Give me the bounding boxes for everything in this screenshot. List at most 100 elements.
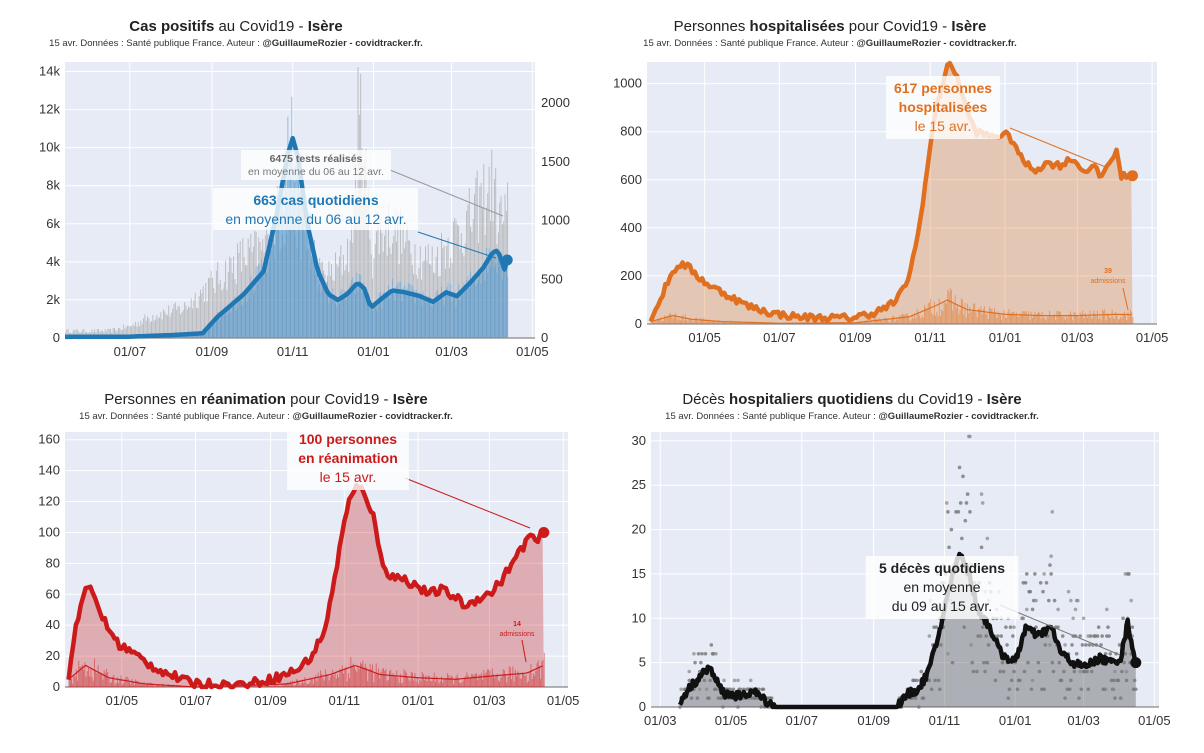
x-tick-label: 01/05 [1138,713,1171,728]
subtitle-author: @GuillaumeRozier - covidtracker.fr. [293,411,453,422]
daily-death-point [1025,572,1029,576]
daily-death-point [693,661,697,665]
daily-death-point [983,670,987,674]
admission-bar [427,681,428,687]
admission-bar [453,685,454,687]
admission-bar [315,675,316,687]
chart-title-part: Cas positifs [129,18,214,35]
admission-bar [966,318,967,324]
x-tick-label: 01/09 [857,713,890,728]
admission-bar [1068,318,1069,324]
admission-bar [348,673,349,687]
daily-death-point [938,687,942,691]
daily-death-point [1113,696,1117,700]
admission-bar [665,318,666,324]
x-tick-label: 01/01 [357,344,390,359]
admission-bar [272,686,273,687]
admission-bar [716,322,717,324]
admission-bar [1001,320,1002,324]
x-tick-label: 01/05 [516,344,549,359]
admission-bar [353,664,354,687]
x-tick-label: 01/07 [786,713,819,728]
admission-bar [935,316,936,324]
admission-bar [696,318,697,324]
admission-bar [307,684,308,687]
admission-bar [869,322,870,324]
admission-bar [389,671,390,687]
admission-bar [985,314,986,324]
admission-bar [125,677,126,687]
daily-death-point [678,705,682,709]
admission-bar [388,680,389,687]
admission-bar [911,320,912,324]
admission-bar [447,673,448,687]
admission-bar [684,320,685,324]
admission-bar [442,683,443,687]
daily-death-point [1100,634,1104,638]
admission-bar [723,322,724,324]
admission-bar [942,311,943,324]
x-tick-label: 01/03 [435,344,468,359]
admission-bar [382,669,383,687]
daily-death-point [1042,687,1046,691]
admission-bar [289,684,290,687]
admission-bar [489,671,490,687]
daily-death-point [1088,643,1092,647]
admission-bar [711,321,712,324]
admission-bar [686,320,687,324]
x-tick-label: 01/07 [763,330,796,345]
daily-death-point [1070,643,1074,647]
admission-bar [893,316,894,324]
daily-death-point [1069,599,1073,603]
admission-bar [691,320,692,324]
daily-death-point [947,546,951,550]
admission-bar [870,322,871,324]
admission-bar [405,671,406,687]
admission-bar [336,679,337,687]
daily-death-point [1001,661,1005,665]
admission-bar [890,322,891,324]
admission-bar [113,675,114,687]
admission-bar [428,676,429,687]
admission-bar [982,314,983,324]
admission-bar [122,684,123,687]
daily-death-point [1086,687,1090,691]
admission-bar [483,670,484,687]
admission-bar [907,313,908,324]
admission-bar [437,680,438,687]
admission-bar [384,671,385,687]
admission-bar [410,681,411,687]
admission-bar [292,680,293,687]
admission-bar [101,673,102,687]
y-tick-label: 2k [46,292,60,307]
daily-death-point [980,546,984,550]
admission-bar [1103,311,1104,324]
admission-bar [543,660,544,687]
admission-bar [673,318,674,324]
admission-bar [984,306,985,324]
daily-death-point [1106,625,1110,629]
admission-bar [1064,318,1065,324]
x-tick-label: 01/11 [329,693,361,708]
daily-death-point [958,466,962,470]
admission-bar [663,321,664,324]
admission-bar [977,317,978,324]
admission-bar [1050,315,1051,324]
daily-death-point [1010,679,1014,683]
admission-bar [924,305,925,324]
admission-bar [375,673,376,687]
daily-death-point [922,696,926,700]
daily-death-point [1133,679,1137,683]
admission-bar [955,295,956,324]
admission-bar [1048,317,1049,324]
daily-death-point [951,661,955,665]
admission-bar [463,680,464,687]
admission-bar [454,679,455,687]
y-tick-label: 800 [620,124,642,139]
admission-bar [294,685,295,687]
admission-bar [459,683,460,687]
admission-bar [1038,312,1039,324]
admission-bar [1080,313,1081,324]
admission-bar [953,303,954,324]
daily-death-point [1060,679,1064,683]
